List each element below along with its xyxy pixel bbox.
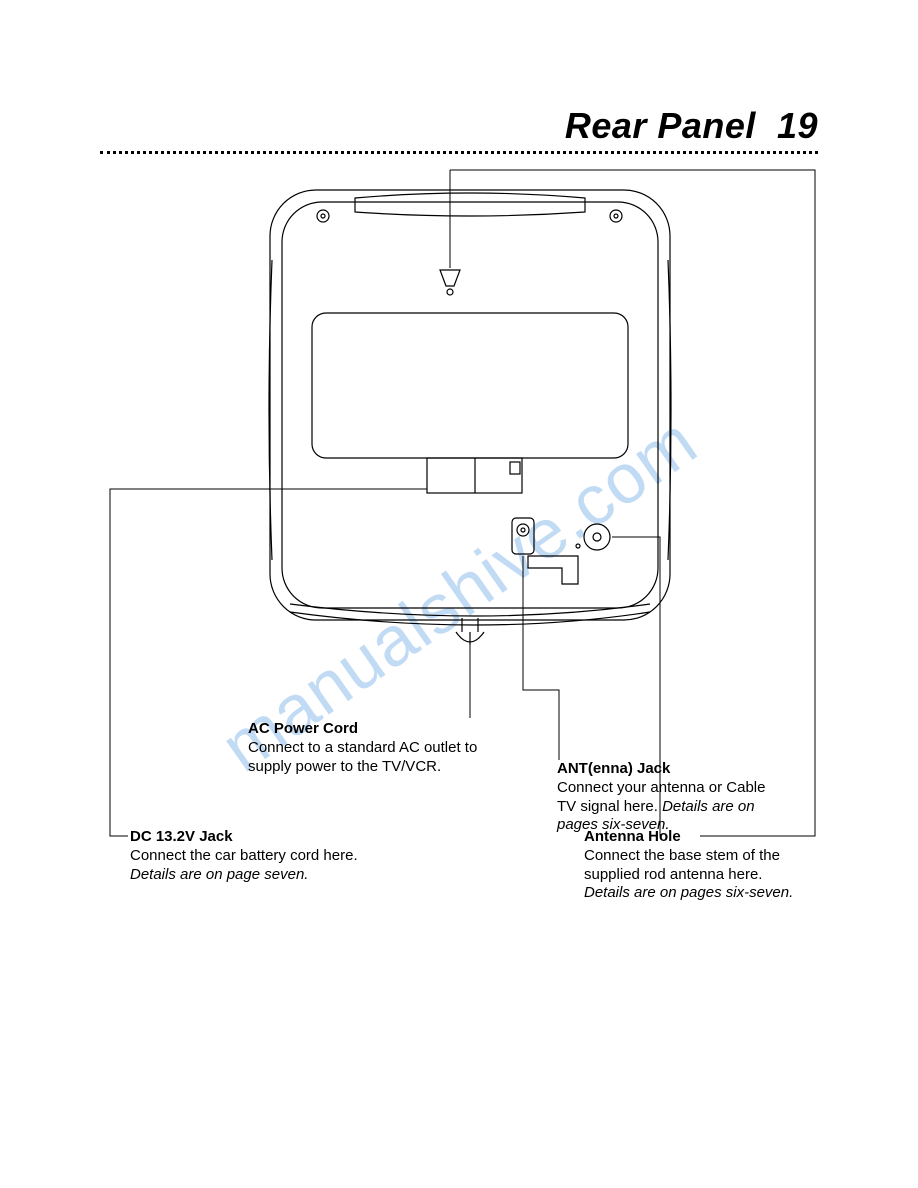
callout-title: ANT(enna) Jack xyxy=(557,760,767,779)
callout-antenna-hole: Antenna Hole Connect the base stem of th… xyxy=(584,828,814,903)
title-text: Rear Panel xyxy=(565,105,756,146)
rear-panel-diagram xyxy=(0,0,918,1188)
callout-body: Connect to a standard AC outlet to suppl… xyxy=(248,739,508,777)
callout-detail: Details are on page seven. xyxy=(130,866,390,885)
manual-page: manualshive.com Rear Panel 19 xyxy=(0,0,918,1188)
callout-ac-power-cord: AC Power Cord Connect to a standard AC o… xyxy=(248,720,508,776)
callout-dc-jack: DC 13.2V Jack Connect the car battery co… xyxy=(130,828,390,884)
callout-antenna-jack: ANT(enna) Jack Connect your antenna or C… xyxy=(557,760,767,835)
callout-title: Antenna Hole xyxy=(584,828,814,847)
callout-detail: Details are on pages six-seven. xyxy=(584,884,814,903)
callout-title: AC Power Cord xyxy=(248,720,508,739)
callout-body: Connect the car battery cord here. xyxy=(130,847,390,866)
page-title: Rear Panel 19 xyxy=(565,105,818,147)
callout-body: Connect the base stem of the supplied ro… xyxy=(584,847,814,885)
callout-title: DC 13.2V Jack xyxy=(130,828,390,847)
dotted-rule xyxy=(100,150,818,154)
page-number: 19 xyxy=(777,105,818,146)
